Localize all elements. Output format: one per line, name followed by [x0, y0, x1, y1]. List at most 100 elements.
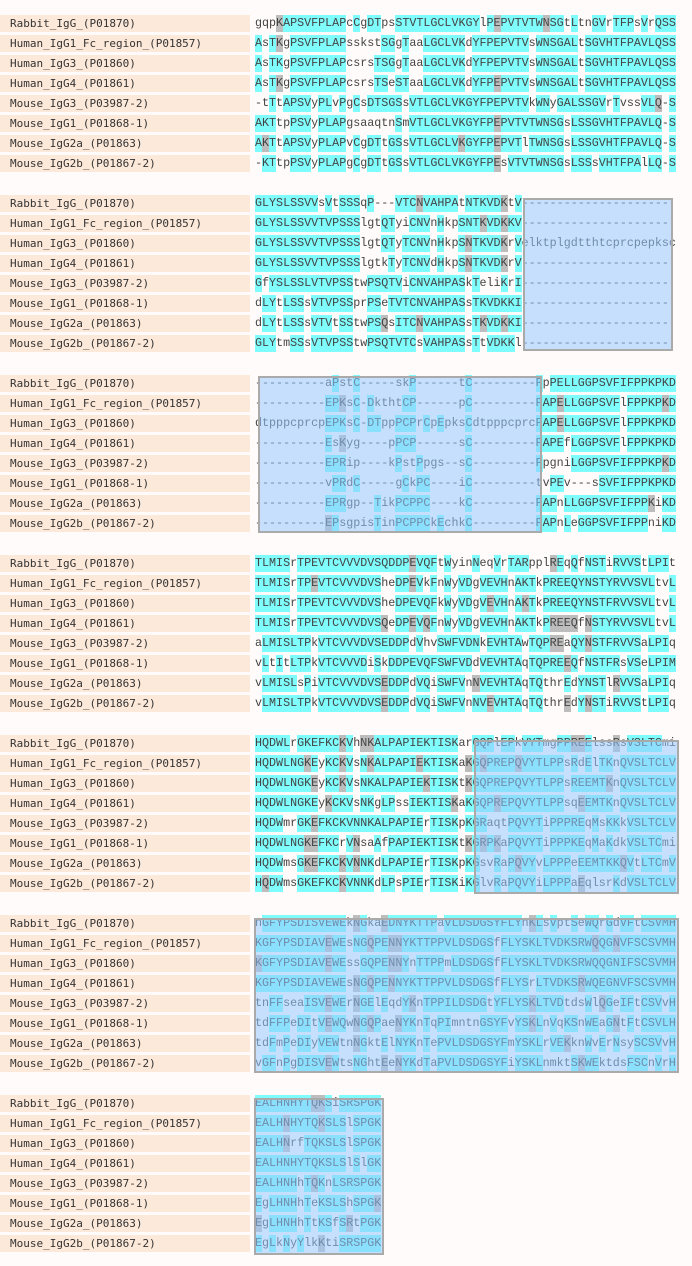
sequence-residues[interactable]: AsTKgPSVFPLAPcsrsTSGgTaaLGCLVKdYFPEPVTVs… — [255, 55, 676, 72]
sequence-name[interactable]: Mouse_IgG1_(P01868-1) — [0, 115, 250, 132]
sequence-residues[interactable]: -tTtAPSVyPLvPgCsDTSGSsVTLGCLVKGYFPEPVTVk… — [255, 95, 676, 112]
sequence-residues[interactable]: EALHNHYTQKSLSlSPGK — [255, 1115, 381, 1132]
sequence-name[interactable]: Mouse_IgG1_(P01868-1) — [0, 1195, 250, 1212]
sequence-residues[interactable]: nGFYPSDISVEWEkNGkaEDNYKTTPaVLDSDGSYFLYnK… — [255, 915, 676, 932]
sequence-name[interactable]: Mouse_IgG1_(P01868-1) — [0, 295, 250, 312]
sequence-name[interactable]: Rabbit_IgG_(P01870) — [0, 15, 250, 32]
sequence-residues[interactable]: gqpKAPSVFPLAPcCgDTpsSTVTLGCLVKGYlPEPVTVT… — [255, 15, 676, 32]
sequence-residues[interactable]: EALHNHYTQKSLSlSlGK — [255, 1155, 381, 1172]
sequence-name[interactable]: Mouse_IgG2a_(P01863) — [0, 1215, 250, 1232]
sequence-residues[interactable]: ----------EsKyg----pPCP------sC---------… — [255, 435, 676, 452]
sequence-residues[interactable]: ----------aPstC-----skP------tC---------… — [255, 375, 676, 392]
sequence-name[interactable]: Mouse_IgG2b_(P01867-2) — [0, 335, 250, 352]
sequence-name[interactable]: Rabbit_IgG_(P01870) — [0, 375, 250, 392]
sequence-name[interactable]: Mouse_IgG2a_(P01863) — [0, 1035, 250, 1052]
sequence-name[interactable]: Mouse_IgG2a_(P01863) — [0, 315, 250, 332]
sequence-residues[interactable]: HQDWLNGKEyKCKVsNKALPAPIEKTISKaKGQPREPQVY… — [255, 755, 676, 772]
sequence-residues[interactable]: EALHNHYTQKSiSRSPGK — [255, 1095, 381, 1112]
sequence-residues[interactable]: HQDWLNGKEyKCKVsNKgLPssIEKTISKaKGQPREPQVY… — [255, 795, 676, 812]
sequence-residues[interactable]: vLMISLsPiVTCVVVDVSEDDPdVQiSWFVnNVEVHTAqT… — [255, 675, 676, 692]
sequence-residues[interactable]: TLMISrTPEVTCVVVDVSQDDPEVQFtWyinNeqVrTARp… — [255, 555, 676, 572]
sequence-residues[interactable]: AsTKgPSVFPLAPsskstSGgTaaLGCLVKdYFPEPVTVs… — [255, 35, 676, 52]
sequence-residues[interactable]: vGFnPgDISVEWtsNGhtEeNYKdTaPVLDSDGSYFiYSK… — [255, 1055, 676, 1072]
sequence-name[interactable]: Mouse_IgG2b_(P01867-2) — [0, 1235, 250, 1252]
sequence-name[interactable]: Human_IgG1_Fc_region_(P01857) — [0, 35, 250, 52]
sequence-name[interactable]: Human_IgG3_(P01860) — [0, 955, 250, 972]
sequence-name[interactable]: Mouse_IgG3_(P03987-2) — [0, 275, 250, 292]
sequence-name[interactable]: Mouse_IgG2b_(P01867-2) — [0, 695, 250, 712]
sequence-name[interactable]: Human_IgG4_(P01861) — [0, 615, 250, 632]
sequence-residues[interactable]: GLYSLSSVVTVPSSSlgtQTyTCNVnHkpSNTKVDKrVel… — [255, 235, 676, 252]
sequence-name[interactable]: Mouse_IgG3_(P03987-2) — [0, 635, 250, 652]
sequence-name[interactable]: Mouse_IgG2b_(P01867-2) — [0, 1055, 250, 1072]
sequence-residues[interactable]: ----------EPRip----kPstPpgs--sC---------… — [255, 455, 676, 472]
sequence-residues[interactable]: dtpppcprcpEPKsC-DTppPCPrCpEpksCdtpppcprc… — [255, 415, 676, 432]
sequence-residues[interactable]: EgLHNHhTeKSLShSPGK — [255, 1195, 381, 1212]
sequence-name[interactable]: Mouse_IgG3_(P03987-2) — [0, 815, 250, 832]
sequence-name[interactable]: Mouse_IgG2b_(P01867-2) — [0, 155, 250, 172]
sequence-name[interactable]: Human_IgG4_(P01861) — [0, 75, 250, 92]
sequence-name[interactable]: Rabbit_IgG_(P01870) — [0, 195, 250, 212]
sequence-name[interactable]: Mouse_IgG1_(P01868-1) — [0, 1015, 250, 1032]
sequence-name[interactable]: Human_IgG3_(P01860) — [0, 55, 250, 72]
sequence-name[interactable]: Mouse_IgG1_(P01868-1) — [0, 475, 250, 492]
sequence-name[interactable]: Mouse_IgG2a_(P01863) — [0, 135, 250, 152]
sequence-name[interactable]: Mouse_IgG3_(P03987-2) — [0, 1175, 250, 1192]
sequence-name[interactable]: Human_IgG4_(P01861) — [0, 435, 250, 452]
sequence-name[interactable]: Human_IgG1_Fc_region_(P01857) — [0, 935, 250, 952]
sequence-residues[interactable]: EgLkNyYlkKtiSRSPGK — [255, 1235, 381, 1252]
sequence-name[interactable]: Mouse_IgG3_(P03987-2) — [0, 455, 250, 472]
sequence-name[interactable]: Human_IgG1_Fc_region_(P01857) — [0, 575, 250, 592]
sequence-residues[interactable]: tdFmPeDIyVEWtnNGktElNYKnTePVLDSDGSYFmYSK… — [255, 1035, 676, 1052]
sequence-name[interactable]: Human_IgG1_Fc_region_(P01857) — [0, 215, 250, 232]
sequence-residues[interactable]: KGFYPSDIAVEWEsNGQPENNYKTTPPVLDSDGSfFLYSK… — [255, 935, 676, 952]
sequence-residues[interactable]: EALHNrfTQKSLSlSPGK — [255, 1135, 381, 1152]
sequence-residues[interactable]: GfYSLSSLVTVPSStwPSQTViCNVAHPASkTeliKrI--… — [255, 275, 669, 292]
sequence-residues[interactable]: vLtItLTPkVTCVVVDiSkDDPEVQFSWFVDdVEVHTAqT… — [255, 655, 676, 672]
sequence-residues[interactable]: tnFFseaISVEWErNGElEqdYKnTPPILDSDGtYFLYSK… — [255, 995, 676, 1012]
sequence-residues[interactable]: HQDWmsGKEFKCKVNNKdLPAPIErTISKpKGsvRaPQVY… — [255, 855, 676, 872]
sequence-residues[interactable]: GLYSLSSVVTVPSSSlgtkTyTCNVdHkpSNTKVDKrV--… — [255, 255, 669, 272]
sequence-residues[interactable]: HQDWLNGKEFKCrVNsaAfPAPIEKTISKtKGRPKaPQVY… — [255, 835, 676, 852]
sequence-name[interactable]: Mouse_IgG1_(P01868-1) — [0, 655, 250, 672]
sequence-residues[interactable]: HQDWmsGKEFKCKVNNKdLPsPIErTISKiKGlvRaPQVY… — [255, 875, 676, 892]
sequence-residues[interactable]: GLYtmSSsVTVPSStwPSQTVTCsVAHPASsTtVDKKl--… — [255, 335, 669, 352]
sequence-residues[interactable]: dLYtLSSsVTVPSSprPSeTVTCNVAHPASsTKVDKKI--… — [255, 295, 669, 312]
sequence-name[interactable]: Mouse_IgG2a_(P01863) — [0, 855, 250, 872]
sequence-name[interactable]: Rabbit_IgG_(P01870) — [0, 735, 250, 752]
sequence-residues[interactable]: GLYSLSSVVTVPSSSlgtQTyiCNVnHkpSNTKVDKKV--… — [255, 215, 669, 232]
sequence-residues[interactable]: TLMISrTPEVTCVVVDVSheDPEVQFkWyVDgVEVHnAKT… — [255, 595, 676, 612]
sequence-name[interactable]: Human_IgG3_(P01860) — [0, 775, 250, 792]
sequence-name[interactable]: Rabbit_IgG_(P01870) — [0, 555, 250, 572]
sequence-name[interactable]: Human_IgG3_(P01860) — [0, 595, 250, 612]
sequence-residues[interactable]: HQDWLNGKEyKCKVsNKALPAPIEKTISKtKGQPREPQVY… — [255, 775, 676, 792]
sequence-name[interactable]: Human_IgG3_(P01860) — [0, 1135, 250, 1152]
sequence-residues[interactable]: dLYtLSSsVTVtSStwPSQsITCNVAHPASsTKVDKKI--… — [255, 315, 669, 332]
sequence-name[interactable]: Human_IgG3_(P01860) — [0, 415, 250, 432]
sequence-residues[interactable]: aLMISLTPkVTCVVVDVSEDDPdVhvSWFVDNkEVHTAwT… — [255, 635, 676, 652]
sequence-residues[interactable]: -KTtpPSVyPLAPgCgDTtGSsVTLGCLVKGYFPEsVTVT… — [255, 155, 676, 172]
sequence-residues[interactable]: ----------EPRgp--TikPCPPC----kC---------… — [255, 495, 676, 512]
sequence-residues[interactable]: ----------EPKsC-DkthtCP------pC---------… — [255, 395, 676, 412]
sequence-residues[interactable]: tdFFPeDItVEWQwNGQPaeNYKnTqPImntnGSYFvYSK… — [255, 1015, 676, 1032]
sequence-residues[interactable]: HQDWmrGKEFKCKVNNKALPAPIErTISKpKGRaqtPQVY… — [255, 815, 676, 832]
sequence-name[interactable]: Rabbit_IgG_(P01870) — [0, 915, 250, 932]
sequence-name[interactable]: Mouse_IgG2a_(P01863) — [0, 675, 250, 692]
sequence-residues[interactable]: ----------vPRdC-----gCkPC----iC---------… — [255, 475, 676, 492]
sequence-residues[interactable]: ----------EPsgpisTinPCPPCkEchkC---------… — [255, 515, 676, 532]
sequence-residues[interactable]: vLMISLTPkVTCVVVDVSEDDPdVQiSWFVnNVEVHTAqT… — [255, 695, 676, 712]
sequence-name[interactable]: Human_IgG1_Fc_region_(P01857) — [0, 395, 250, 412]
sequence-name[interactable]: Mouse_IgG1_(P01868-1) — [0, 835, 250, 852]
sequence-residues[interactable]: EALHNHhTQKnLSRSPGK — [255, 1175, 381, 1192]
sequence-residues[interactable]: AsTKgPSVFPLAPcsrsTSeSTaaLGCLVKdYFPEPVTVs… — [255, 75, 676, 92]
sequence-name[interactable]: Rabbit_IgG_(P01870) — [0, 1095, 250, 1112]
sequence-name[interactable]: Mouse_IgG3_(P03987-2) — [0, 995, 250, 1012]
sequence-name[interactable]: Human_IgG4_(P01861) — [0, 975, 250, 992]
sequence-name[interactable]: Mouse_IgG2b_(P01867-2) — [0, 515, 250, 532]
sequence-residues[interactable]: TLMISrTPEVTCVVVDVSheDPEVkFnWyVDgVEVHnAKT… — [255, 575, 676, 592]
sequence-name[interactable]: Human_IgG1_Fc_region_(P01857) — [0, 1115, 250, 1132]
sequence-residues[interactable]: KGFYPSDIAVEWEsNGQPENNYKTTPPVLDSDGSfFLYSr… — [255, 975, 676, 992]
sequence-name[interactable]: Human_IgG1_Fc_region_(P01857) — [0, 755, 250, 772]
sequence-residues[interactable]: GLYSLSSVVsVtSSSqP---VTCNVAHPAtNTKVDKtV--… — [255, 195, 669, 212]
sequence-name[interactable]: Human_IgG4_(P01861) — [0, 1155, 250, 1172]
